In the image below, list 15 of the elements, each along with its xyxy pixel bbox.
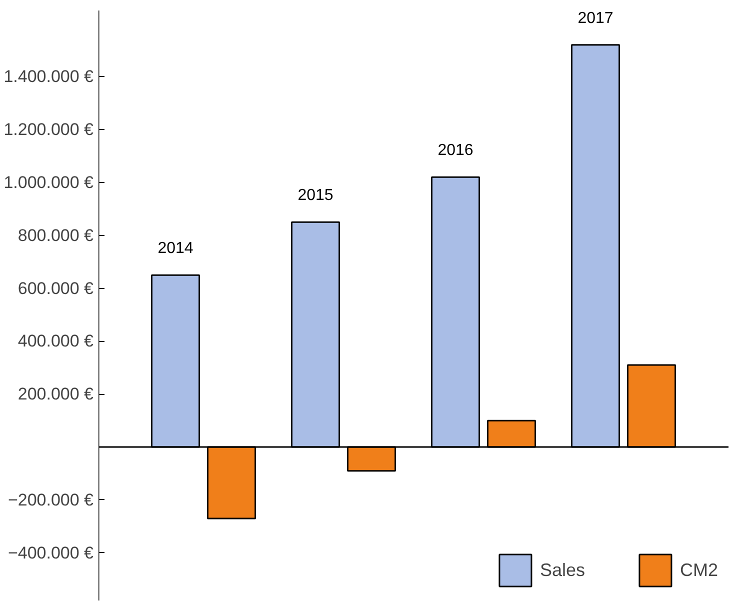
y-tick-label: 1.200.000 € [4, 120, 94, 140]
y-tick-label: −400.000 € [8, 543, 94, 562]
x-tick-label: 2015 [298, 187, 334, 204]
legend-label: CM2 [680, 560, 718, 580]
y-tick-label: 1.000.000 € [4, 172, 94, 192]
y-tick-label: 200.000 € [18, 384, 94, 404]
legend-label: Sales [540, 560, 585, 580]
y-tick-label: −200.000 € [8, 490, 94, 510]
y-tick-label: 800.000 € [18, 226, 94, 245]
x-tick-label: 2017 [578, 10, 614, 27]
y-tick-label: 400.000 € [18, 332, 94, 351]
x-tick-label: 2016 [438, 142, 474, 160]
x-tick-label: 2014 [158, 240, 194, 258]
y-tick-label: 600.000 € [18, 278, 94, 298]
y-tick-label: 1.400.000 € [4, 67, 94, 86]
